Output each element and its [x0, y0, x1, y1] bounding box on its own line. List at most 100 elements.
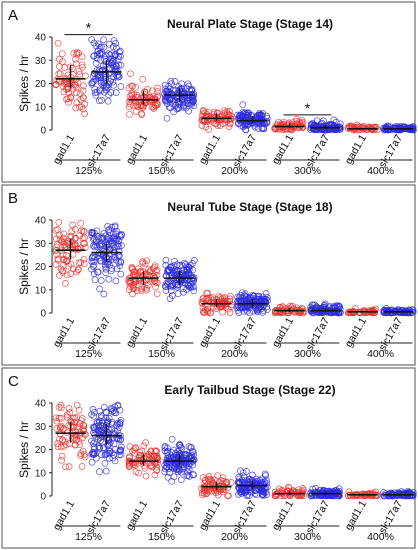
- data-point: [136, 449, 144, 456]
- data-point: [153, 447, 160, 455]
- data-point: [149, 87, 156, 95]
- data-point: [172, 268, 179, 276]
- data-point: [128, 263, 136, 271]
- data-point: [186, 283, 194, 290]
- data-point: [162, 272, 170, 280]
- data-point: [97, 250, 104, 258]
- data-point: [170, 96, 177, 104]
- data-point: [82, 72, 89, 80]
- data-point: [59, 250, 67, 258]
- data-point: [163, 93, 171, 101]
- data-point: [97, 257, 105, 265]
- data-point: [138, 283, 146, 291]
- data-point: [109, 78, 117, 86]
- data-point: [309, 309, 317, 317]
- data-point: [381, 492, 389, 500]
- data-point: [216, 485, 224, 492]
- group-label: 125%: [75, 165, 102, 177]
- data-point: [106, 51, 114, 59]
- series-gad1.1-125%: [52, 39, 89, 118]
- data-point: [91, 276, 99, 284]
- y-tick-label: 30: [35, 422, 47, 433]
- data-point: [180, 458, 188, 466]
- series-slc17a7-300%: [307, 300, 344, 317]
- data-point: [68, 228, 75, 235]
- data-point: [181, 459, 189, 467]
- series-slc17a7-400%: [380, 305, 417, 317]
- data-point: [129, 281, 137, 289]
- data-point: [90, 270, 98, 278]
- series-slc17a7-300%: [307, 116, 344, 134]
- data-point: [72, 55, 79, 63]
- data-point: [80, 82, 87, 90]
- panel-title: Neural Tube Stage (Stage 18): [167, 200, 332, 214]
- data-point: [108, 60, 115, 67]
- data-point: [81, 100, 89, 108]
- data-point: [77, 219, 85, 227]
- data-point: [53, 76, 61, 84]
- data-point: [102, 408, 110, 416]
- data-point: [358, 490, 366, 498]
- data-point: [336, 303, 344, 311]
- data-point: [161, 468, 169, 475]
- data-point: [56, 425, 64, 432]
- data-point: [58, 50, 66, 58]
- data-point: [130, 95, 137, 102]
- data-point: [204, 289, 212, 297]
- data-point: [243, 476, 250, 484]
- group-label: 150%: [148, 165, 175, 177]
- data-point: [205, 126, 213, 133]
- data-point: [53, 417, 61, 425]
- data-point: [55, 70, 63, 78]
- data-point: [189, 260, 196, 267]
- data-point: [55, 218, 63, 226]
- data-point: [102, 467, 110, 475]
- data-point: [171, 257, 178, 265]
- data-point: [153, 453, 160, 460]
- panel-b: B Neural Tube Stage (Stage 18) 0 10 20 30 40 Sp…: [1, 184, 417, 366]
- data-point: [226, 108, 233, 115]
- data-point: [97, 241, 105, 249]
- data-point: [291, 308, 299, 316]
- data-point: [93, 88, 101, 96]
- data-point: [162, 256, 170, 264]
- data-point: [88, 254, 96, 262]
- data-point: [255, 292, 263, 300]
- data-point: [70, 49, 78, 57]
- y-tick-label: 0: [40, 309, 46, 320]
- data-point: [271, 125, 279, 133]
- data-point: [56, 271, 63, 279]
- data-point: [69, 85, 77, 93]
- data-point: [150, 272, 158, 280]
- data-point: [96, 285, 103, 293]
- data-point: [175, 105, 182, 112]
- data-point: [236, 304, 244, 312]
- data-point: [134, 103, 142, 111]
- data-point: [235, 474, 242, 481]
- data-point: [78, 61, 86, 69]
- data-point: [56, 236, 64, 244]
- y-axis-label: Spikes / hr: [17, 421, 31, 478]
- data-point: [201, 490, 208, 497]
- data-point: [96, 242, 104, 250]
- data-point: [130, 102, 137, 110]
- data-point: [138, 110, 145, 117]
- data-point: [177, 476, 185, 484]
- panel-letter: A: [8, 7, 18, 24]
- data-point: [260, 125, 268, 133]
- data-point: [151, 471, 159, 479]
- data-point: [129, 284, 137, 292]
- data-point: [81, 110, 88, 118]
- data-point: [177, 468, 185, 476]
- data-point: [96, 468, 103, 476]
- data-point: [384, 307, 392, 314]
- data-point: [126, 443, 134, 451]
- data-point: [117, 258, 125, 266]
- data-point: [240, 480, 248, 488]
- series-slc17a7-150%: [161, 256, 198, 302]
- group-label: 150%: [148, 348, 175, 360]
- data-point: [97, 87, 105, 95]
- data-point: [52, 414, 60, 422]
- data-point: [94, 74, 102, 82]
- data-point: [109, 43, 117, 51]
